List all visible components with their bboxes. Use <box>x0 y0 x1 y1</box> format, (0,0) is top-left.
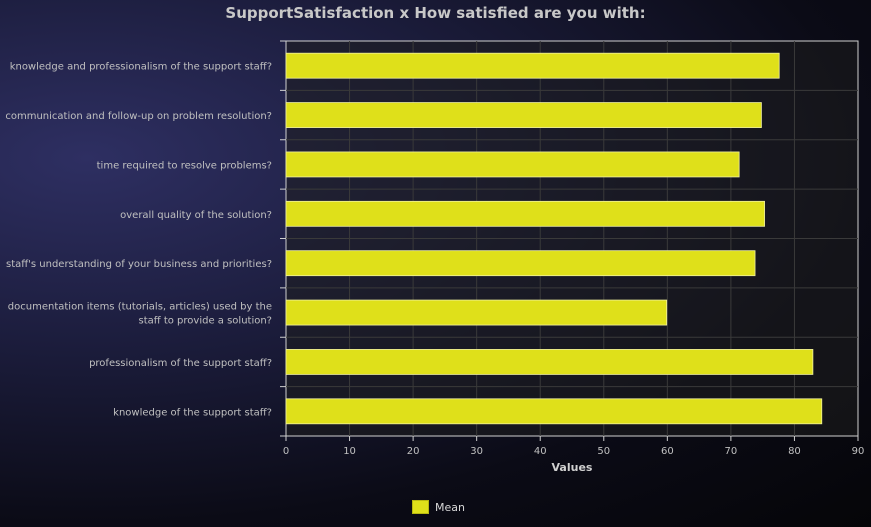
x-tick-label: 20 <box>407 446 420 457</box>
bar <box>285 52 780 79</box>
x-tick-label: 90 <box>852 446 865 457</box>
category-label: communication and follow-up on problem r… <box>5 111 272 122</box>
category-label: staff's understanding of your business a… <box>6 259 272 270</box>
bar <box>285 299 668 326</box>
x-tick-label: 0 <box>283 446 289 457</box>
category-label: documentation items (tutorials, articles… <box>8 302 272 313</box>
x-tick-label: 40 <box>534 446 547 457</box>
x-axis-title: Values <box>552 461 593 474</box>
x-tick-label: 30 <box>470 446 483 457</box>
bar <box>285 250 756 277</box>
bar <box>285 349 814 375</box>
category-label: knowledge and professionalism of the sup… <box>10 62 272 73</box>
legend-label-mean: Mean <box>435 500 465 514</box>
bar <box>285 398 823 425</box>
legend-swatch-mean <box>412 500 429 514</box>
x-tick-label: 10 <box>343 446 356 457</box>
category-label: time required to resolve problems? <box>97 160 272 171</box>
bar <box>285 200 765 227</box>
x-tick-label: 70 <box>725 446 738 457</box>
x-tick-label: 50 <box>597 446 610 457</box>
x-tick-label: 80 <box>788 446 801 457</box>
x-tick-label: 60 <box>661 446 674 457</box>
category-label: staff to provide a solution? <box>139 316 273 327</box>
category-label: professionalism of the support staff? <box>89 358 272 369</box>
legend[interactable]: Mean <box>412 500 465 514</box>
chart-title: SupportSatisfaction x How satisfied are … <box>225 4 646 22</box>
category-label: knowledge of the support staff? <box>113 407 272 418</box>
category-label: overall quality of the solution? <box>120 210 272 221</box>
bar <box>285 102 762 128</box>
bar <box>285 151 740 178</box>
